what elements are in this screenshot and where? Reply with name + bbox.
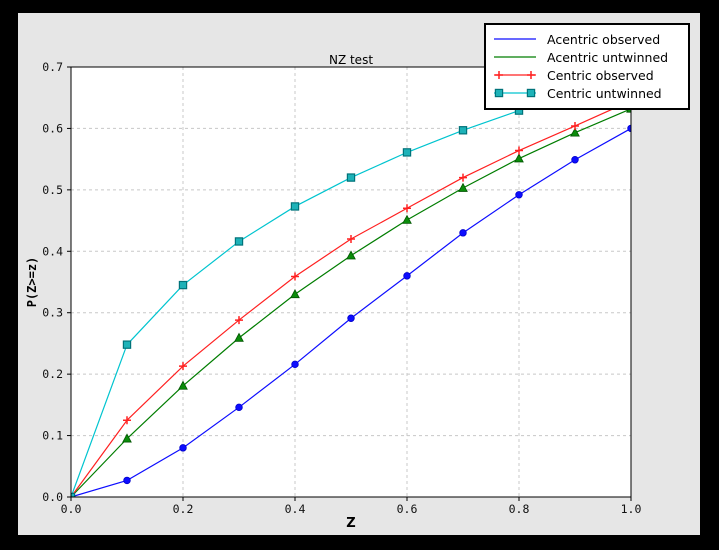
axis-ticks <box>67 66 632 501</box>
legend-item-acentric-untwinned: Acentric untwinned <box>492 48 682 66</box>
plot-area: 0.0 0.2 0.4 0.6 0.8 1.0 0.0 0.1 0.2 0.3 0.4 0.5 0.6 0… <box>42 60 641 516</box>
legend-item-centric-untwinned: Centric untwinned <box>492 84 682 102</box>
svg-text:0.7: 0.7 <box>42 60 63 74</box>
svg-text:0.0: 0.0 <box>42 490 63 504</box>
svg-text:0.8: 0.8 <box>509 502 530 516</box>
svg-text:0.3: 0.3 <box>42 306 63 320</box>
x-axis-label: Z <box>346 516 356 531</box>
legend-line-sample-1 <box>494 56 536 58</box>
series-acentric-observed <box>70 124 632 498</box>
svg-text:0.1: 0.1 <box>42 429 63 443</box>
svg-text:0.6: 0.6 <box>42 121 63 135</box>
svg-text:0.4: 0.4 <box>285 502 306 516</box>
y-axis-label: P(Z>=z) <box>25 256 39 308</box>
legend-item-acentric-observed: Acentric observed <box>492 30 682 48</box>
plot-background <box>71 67 631 497</box>
legend-label: Acentric untwinned <box>547 49 669 65</box>
svg-text:0.4: 0.4 <box>42 244 63 258</box>
legend-label: Acentric observed <box>547 31 661 47</box>
chart-title: NZ test <box>328 53 374 67</box>
series-centric-observed <box>70 96 632 498</box>
svg-text:0.2: 0.2 <box>173 502 194 516</box>
legend-label: Centric untwinned <box>547 85 662 101</box>
axes-frame <box>70 66 632 498</box>
legend-label: Centric observed <box>547 67 654 83</box>
svg-text:0.2: 0.2 <box>42 367 63 381</box>
tick-labels: 0.0 0.2 0.4 0.6 0.8 1.0 0.0 0.1 0.2 0.3 0.4 0.5 0.6 0… <box>42 60 641 516</box>
figure: 0.0 0.2 0.4 0.6 0.8 1.0 0.0 0.1 0.2 0.3 0.4 0.5 0.6 0… <box>18 13 700 535</box>
svg-text:0.6: 0.6 <box>397 502 418 516</box>
legend-line-sample-2 <box>494 71 536 79</box>
legend: Acentric observed Acentric untwinned Cen… <box>484 23 690 110</box>
legend-line-sample-3 <box>494 88 536 98</box>
svg-text:0.5: 0.5 <box>42 183 63 197</box>
svg-text:0.0: 0.0 <box>61 502 82 516</box>
legend-item-centric-observed: Centric observed <box>492 66 682 84</box>
legend-line-sample-0 <box>494 38 536 40</box>
svg-text:1.0: 1.0 <box>621 502 642 516</box>
